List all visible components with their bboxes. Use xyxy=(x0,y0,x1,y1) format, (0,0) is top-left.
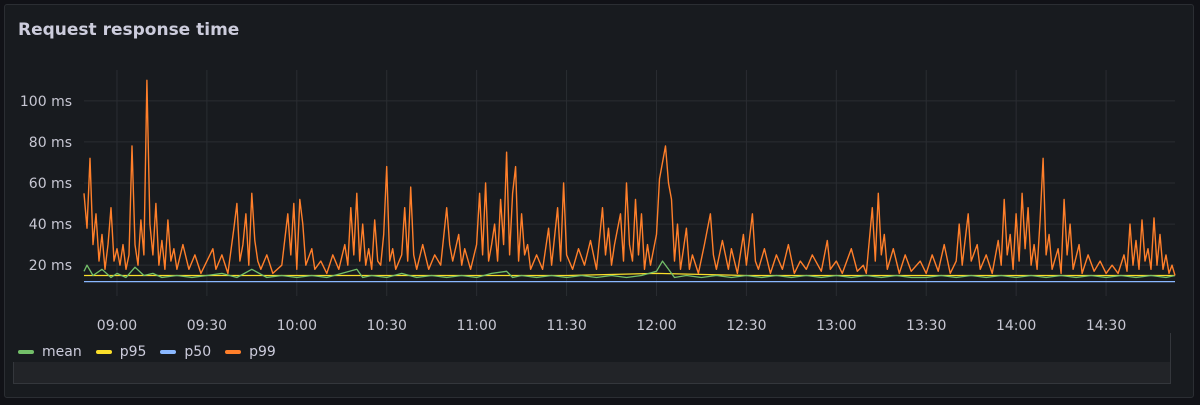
legend-label: p95 xyxy=(119,344,147,360)
y-tick-label: 100 ms xyxy=(20,94,72,110)
x-tick-label: 09:00 xyxy=(97,318,137,334)
legend: mean p95 p50 p99 xyxy=(18,344,290,360)
x-tick-label: 13:30 xyxy=(906,318,946,334)
resize-edge xyxy=(1165,333,1171,363)
y-tick-label: 20 ms xyxy=(29,258,72,274)
x-tick-label: 10:30 xyxy=(367,318,407,334)
horizontal-scrollbar[interactable] xyxy=(13,362,1171,384)
x-tick-label: 14:30 xyxy=(1086,318,1126,334)
legend-swatch xyxy=(95,350,112,354)
x-axis: 09:00 09:30 10:00 10:30 11:00 11:30 12:00 12:30… xyxy=(97,318,1126,334)
x-tick-label: 13:00 xyxy=(816,318,856,334)
legend-item-mean[interactable]: mean xyxy=(18,344,82,360)
y-tick-label: 40 ms xyxy=(29,217,72,233)
series-line-p99 xyxy=(83,79,1176,276)
x-tick-label: 12:00 xyxy=(636,318,676,334)
legend-swatch xyxy=(160,350,177,354)
chart-series xyxy=(83,79,1176,283)
y-tick-label: 60 ms xyxy=(29,176,72,192)
legend-swatch xyxy=(18,350,34,354)
x-tick-label: 11:30 xyxy=(546,318,586,334)
y-tick-label: 80 ms xyxy=(29,135,72,151)
x-tick-label: 09:30 xyxy=(187,318,227,334)
x-tick-label: 12:30 xyxy=(726,318,766,334)
legend-label: p50 xyxy=(184,344,212,360)
legend-item-p99[interactable]: p99 xyxy=(225,344,276,360)
panel-title: Request response time xyxy=(18,20,240,40)
series-line-p95 xyxy=(84,272,1175,277)
legend-label: mean xyxy=(42,344,82,360)
legend-swatch xyxy=(225,350,242,354)
y-axis: 20 ms 40 ms 60 ms 80 ms 100 ms xyxy=(20,94,72,274)
x-tick-label: 11:00 xyxy=(456,318,496,334)
x-tick-label: 14:00 xyxy=(996,318,1036,334)
chart-grid xyxy=(84,70,1175,296)
chart-panel: Request response time xyxy=(4,4,1194,398)
legend-label: p99 xyxy=(249,344,276,360)
x-tick-label: 10:00 xyxy=(277,318,317,334)
series-line-mean xyxy=(83,260,1176,279)
legend-item-p50[interactable]: p50 xyxy=(160,344,211,360)
legend-item-p95[interactable]: p95 xyxy=(95,344,147,360)
